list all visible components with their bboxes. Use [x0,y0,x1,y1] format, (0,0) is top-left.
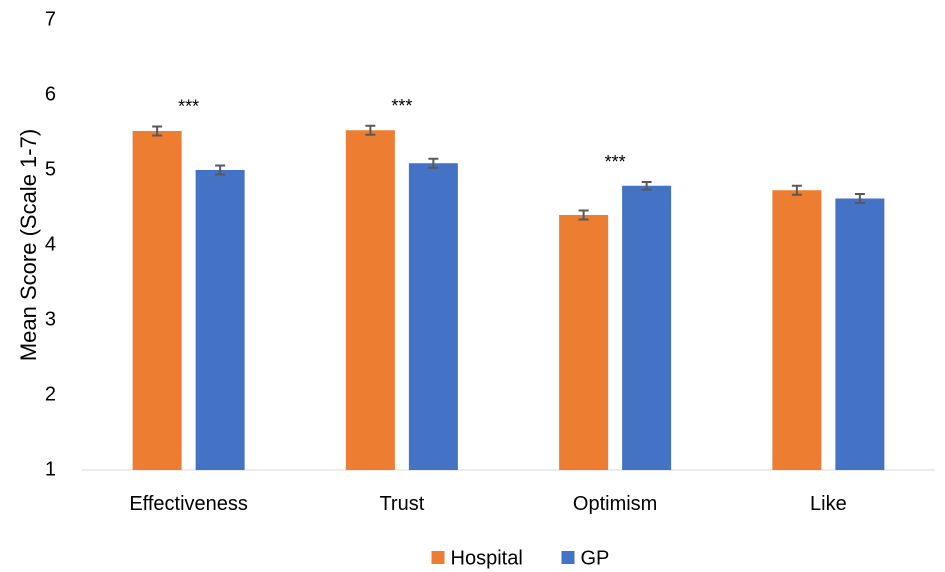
significance-marker: *** [178,97,199,117]
legend-label: GP [581,547,610,569]
y-axis-ticks: 1 2 3 4 5 6 7 [45,8,56,480]
y-tick-label: 3 [45,308,56,330]
legend-swatch-gp [561,551,575,564]
bar-hospital-optimism [559,215,609,470]
x-tick-label: Trust [379,493,424,515]
y-tick-label: 4 [45,233,56,255]
bar-gp-effectiveness [195,170,245,470]
x-tick-label: Like [810,493,847,515]
y-tick-label: 1 [45,458,56,480]
legend-label: Hospital [451,547,523,569]
y-tick-label: 6 [45,83,56,105]
legend: Hospital GP [431,547,610,569]
bar-gp-like [835,198,885,470]
x-axis-labels: Effectiveness Trust Optimism Like [129,493,846,515]
y-tick-label: 7 [45,8,56,30]
bars [132,130,885,470]
significance-marker: *** [391,96,412,116]
significance-marker: *** [605,152,626,172]
error-bars [152,124,865,221]
legend-swatch-hospital [431,551,445,564]
x-tick-label: Optimism [573,493,657,515]
y-tick-label: 2 [45,383,56,405]
bar-hospital-trust [345,130,395,470]
bar-gp-optimism [622,185,672,470]
significance-annotations: *** *** *** [178,96,626,172]
bar-hospital-effectiveness [132,131,182,470]
x-tick-label: Effectiveness [129,493,248,515]
y-axis-label: Mean Score (Scale 1-7) [16,129,41,361]
y-tick-label: 5 [45,158,56,180]
bar-gp-trust [408,163,458,470]
bar-hospital-like [772,190,822,470]
